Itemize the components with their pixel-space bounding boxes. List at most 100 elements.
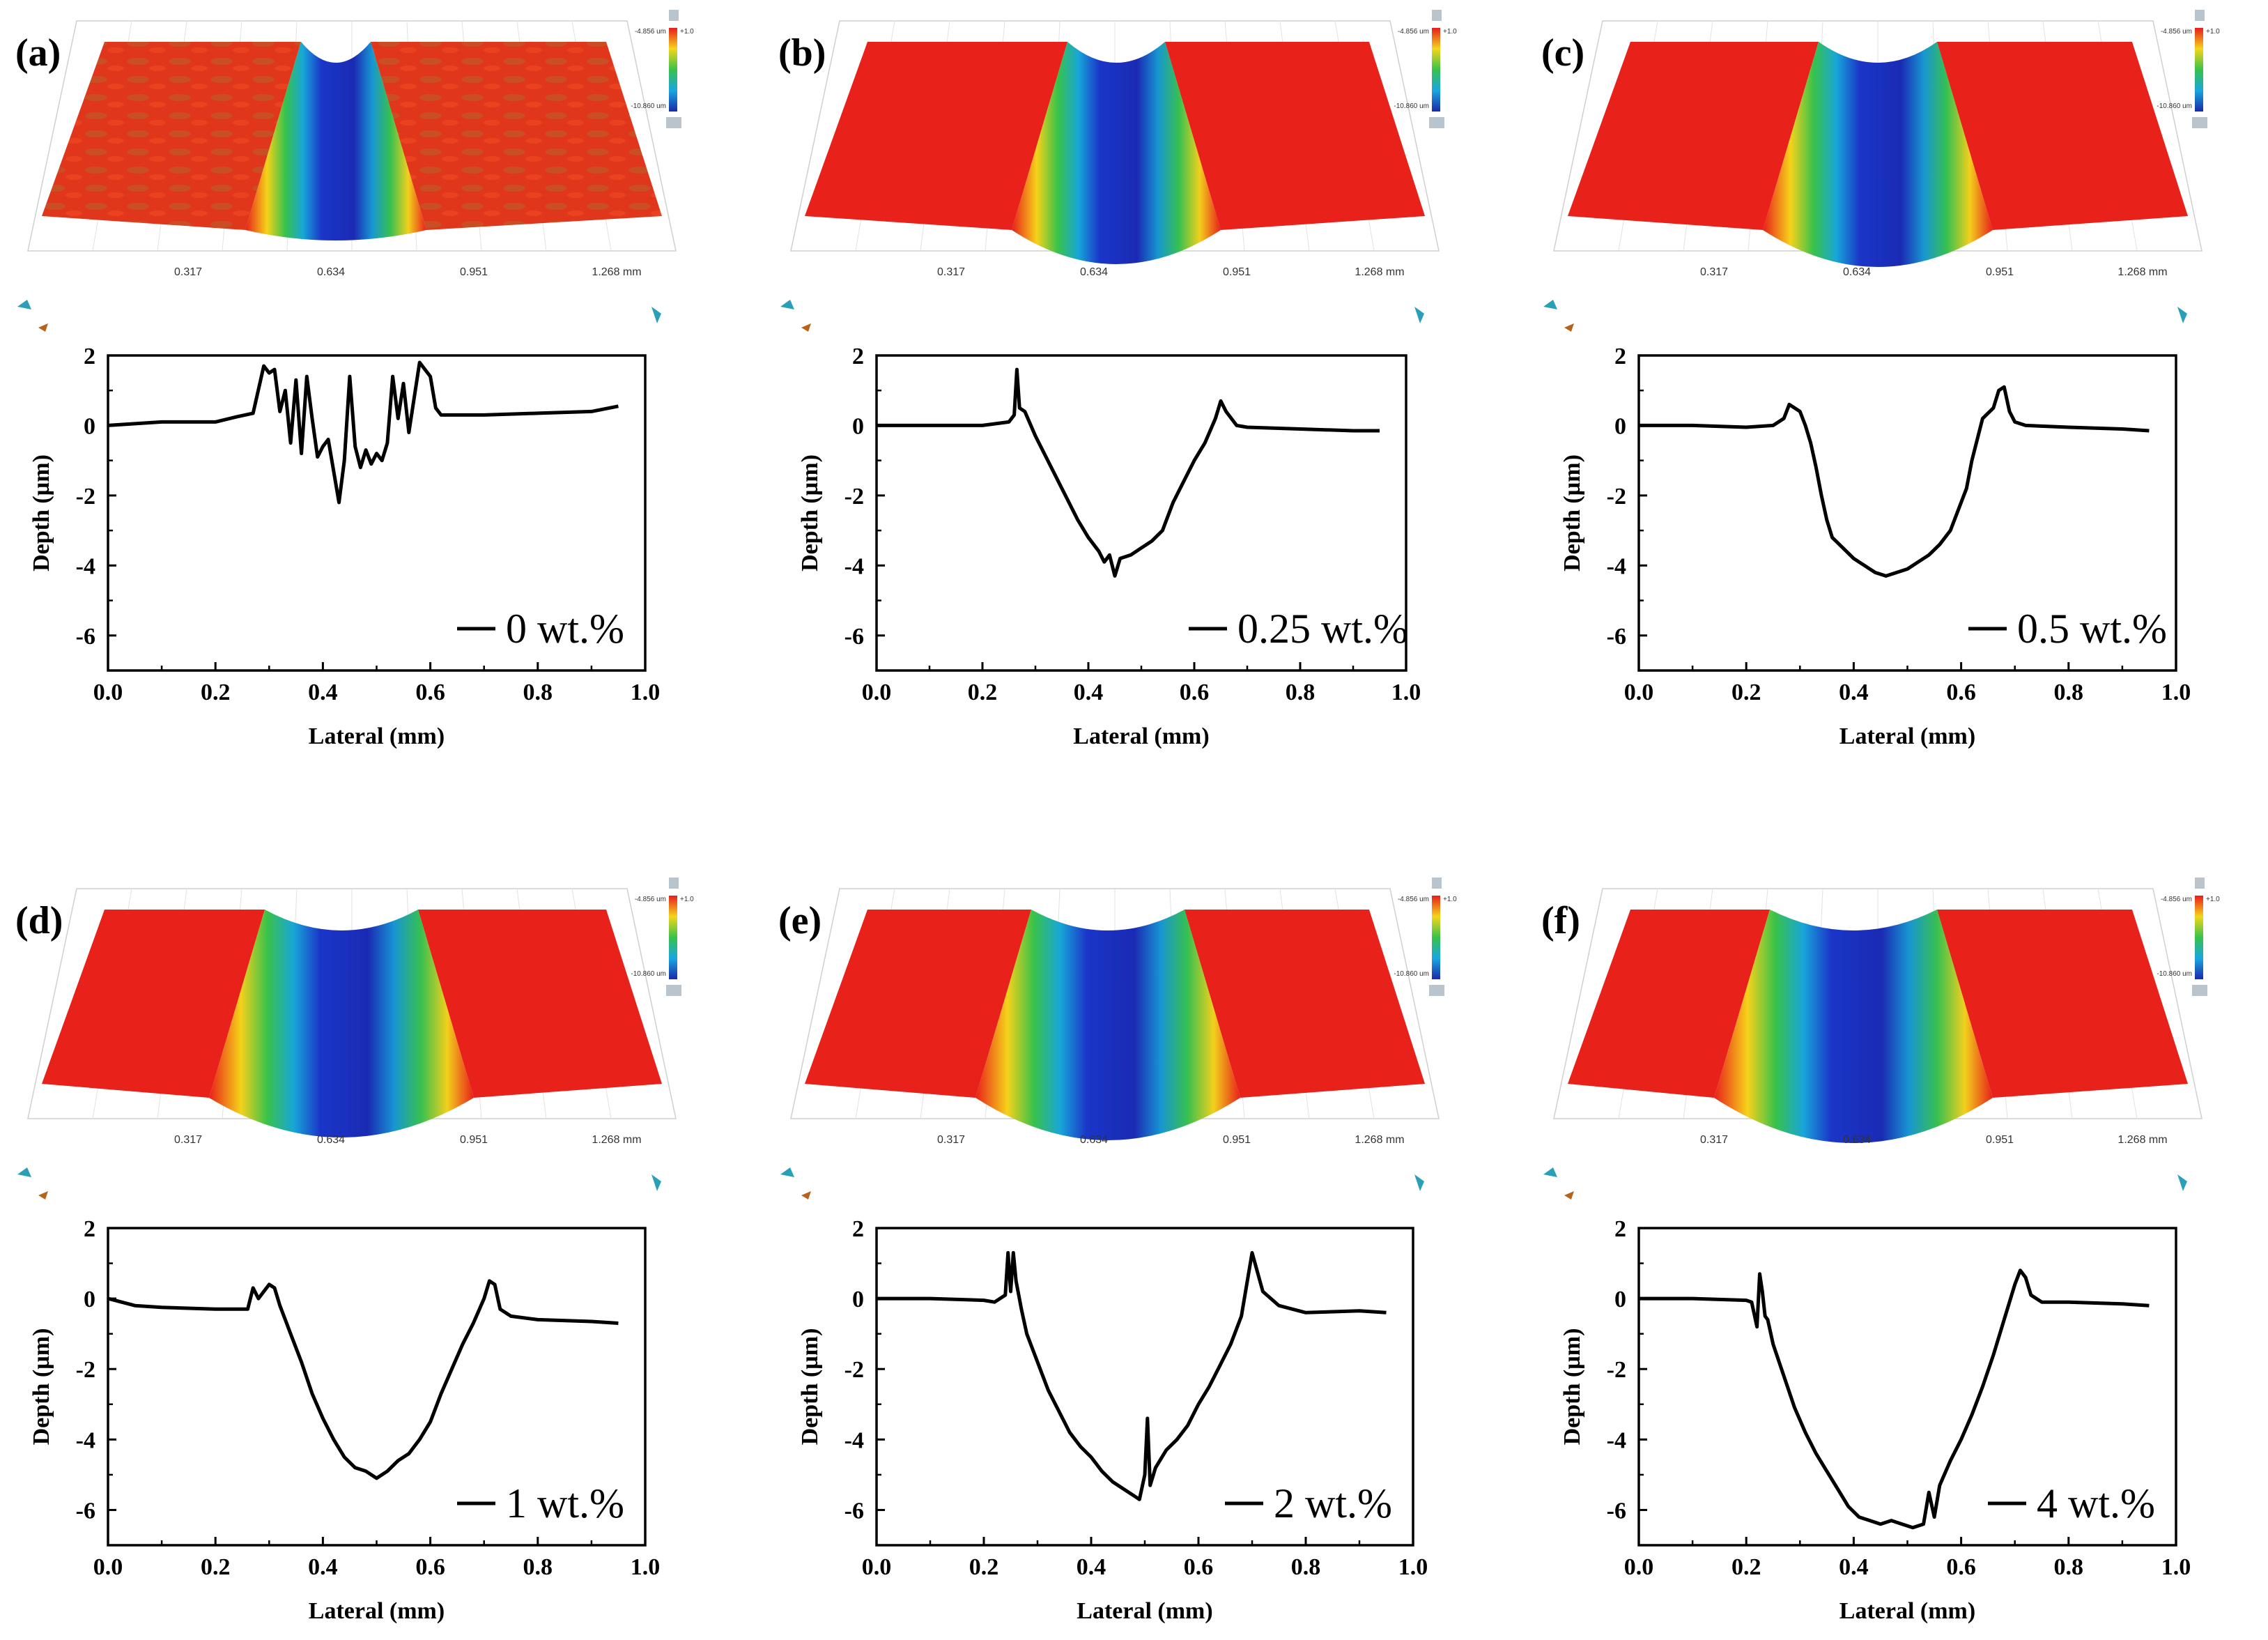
series-line [107, 360, 619, 505]
rotate-icon [17, 300, 31, 309]
rotate-icon [651, 307, 661, 323]
colorbar-down-icon [1429, 985, 1444, 996]
iso-tick-label: 0.951 [1986, 1134, 2014, 1146]
iso-tick-label: 0.634 [1080, 266, 1108, 278]
depth-profile-plot: 0.0 0.2 0.4 0.6 0.8 1.0 2 0 -2 -4 -6 Lateral (mm) De… [797, 344, 1421, 749]
iso-tick-label: 0.951 [460, 1134, 488, 1146]
y-axis-title: Depth (µm) [29, 454, 54, 572]
surface-3d-image: 0.317 0.634 0.951 1.268 mm -4.856 um -10.860 … [780, 878, 1457, 1200]
y-tick-label: 2 [852, 344, 864, 369]
x-tick-label: 1.0 [2161, 680, 2191, 705]
y-tick-label: 0 [852, 1287, 864, 1312]
depth-profile-plot: 0.0 0.2 0.4 0.6 0.8 1.0 2 0 -2 -4 -6 Lateral (mm) De… [29, 1216, 660, 1624]
colorbar-min-label: -10.860 um [1394, 102, 1429, 110]
rotate-icon [2177, 307, 2187, 323]
colorbar-down-icon [666, 985, 681, 996]
colorbar [669, 28, 677, 112]
y-tick-label: 2 [1614, 1216, 1626, 1242]
light-icon [38, 1191, 48, 1200]
y-tick-label: 0 [1614, 1287, 1626, 1312]
light-icon [1564, 1191, 1574, 1200]
iso-tick-label: 0.634 [1080, 1134, 1108, 1146]
iso-tick-label: 0.634 [317, 1134, 345, 1146]
y-axis-title: Depth (µm) [1559, 454, 1585, 572]
panel-a: 0.317 0.634 0.951 1.268 mm -4.856 um -10.860 … [15, 10, 694, 749]
surface-right [371, 42, 662, 230]
grid-box [27, 20, 677, 252]
x-tick-label: 0.0 [862, 1554, 892, 1580]
iso-tick-label: 0.317 [174, 1134, 202, 1146]
colorbar-max-label: -4.856 um [2161, 896, 2192, 903]
iso-tick-label: 1.268 mm [2117, 266, 2167, 278]
colorbar-top-mark: +1.0 [680, 896, 694, 903]
surface-left [805, 42, 1067, 230]
light-icon [801, 323, 811, 332]
colorbar-min-label: -10.860 um [631, 970, 666, 978]
surface-trench [245, 42, 426, 240]
colorbar-up-icon [1432, 878, 1442, 889]
colorbar [669, 896, 677, 979]
iso-tick-label: 0.951 [1223, 1134, 1251, 1146]
x-tick-label: 0.2 [201, 1554, 231, 1580]
y-tick-label: -4 [1607, 553, 1626, 579]
legend-label: 0 wt.% [506, 606, 624, 652]
colorbar-top-mark: +1.0 [1443, 896, 1457, 903]
iso-tick-label: 1.268 mm [1355, 1134, 1404, 1146]
x-tick-label: 0.0 [1624, 680, 1654, 705]
rotate-icon [2177, 1174, 2187, 1191]
panel-c: 0.317 0.634 0.951 1.268 mm -4.856 um -10.860 … [1541, 10, 2220, 749]
colorbar-top-mark: +1.0 [2206, 896, 2220, 903]
iso-tick-label: 0.634 [317, 266, 345, 278]
iso-tick-label: 0.317 [1700, 266, 1728, 278]
legend-label: 4 wt.% [2037, 1480, 2155, 1526]
surface-3d-image: 0.317 0.634 0.951 1.268 mm -4.856 um -10.860 … [1543, 878, 2220, 1200]
colorbar-max-label: -4.856 um [1398, 28, 1429, 36]
surface-3d-image: 0.317 0.634 0.951 1.268 mm -4.856 um -10.860 … [780, 10, 1457, 332]
surface-3d-image: 0.317 0.634 0.951 1.268 mm -4.856 um -10.860 … [17, 878, 694, 1200]
x-tick-label: 1.0 [1391, 680, 1421, 705]
x-axis-title: Lateral (mm) [309, 723, 445, 749]
iso-tick-label: 0.317 [1700, 1134, 1728, 1146]
rotate-icon [17, 1167, 31, 1177]
colorbar-min-label: -10.860 um [2157, 102, 2192, 110]
y-tick-label: -2 [844, 484, 864, 509]
x-tick-label: 0.2 [1731, 680, 1761, 705]
colorbar-up-icon [1432, 10, 1442, 21]
x-tick-label: 1.0 [2161, 1554, 2191, 1580]
iso-tick-label: 1.268 mm [2117, 1134, 2167, 1146]
y-tick-label: -2 [76, 1357, 95, 1383]
y-tick-label: 0 [84, 1287, 95, 1312]
x-axis-title: Lateral (mm) [1073, 723, 1209, 749]
iso-tick-label: 1.268 mm [592, 266, 641, 278]
x-axis-title: Lateral (mm) [309, 1598, 445, 1624]
series-line [877, 367, 1380, 578]
y-tick-label: 2 [852, 1216, 864, 1242]
panel-f: 0.317 0.634 0.951 1.268 mm -4.856 um -10.860 … [1541, 878, 2220, 1624]
surface-trench [1012, 42, 1221, 264]
surface-left [42, 42, 301, 230]
x-axis-title: Lateral (mm) [1077, 1598, 1212, 1624]
rotate-icon [780, 300, 794, 309]
grid-box [27, 888, 677, 1119]
colorbar-max-label: -4.856 um [635, 28, 666, 36]
colorbar-down-icon [666, 117, 681, 128]
series-line [107, 1279, 619, 1480]
surface-left [1568, 42, 1819, 230]
y-tick-label: -2 [1607, 484, 1626, 509]
x-tick-label: 0.4 [1074, 680, 1104, 705]
surface-trench [209, 910, 474, 1137]
y-tick-label: 0 [1614, 413, 1626, 439]
panel-label: (b) [778, 31, 826, 75]
depth-profile-plot: 0.0 0.2 0.4 0.6 0.8 1.0 2 0 -2 -4 -6 Lateral (mm) De… [29, 344, 660, 749]
x-tick-label: 0.4 [308, 1554, 338, 1580]
colorbar-min-label: -10.860 um [2157, 970, 2192, 978]
grid-box [1553, 888, 2203, 1119]
light-icon [38, 323, 48, 332]
surface-trench [975, 910, 1240, 1140]
y-tick-label: -6 [76, 1498, 95, 1524]
colorbar-top-mark: +1.0 [2206, 28, 2220, 36]
x-tick-label: 0.8 [523, 680, 553, 705]
series-line [1639, 1269, 2150, 1530]
x-tick-label: 1.0 [631, 680, 661, 705]
colorbar-max-label: -4.856 um [2161, 28, 2192, 36]
